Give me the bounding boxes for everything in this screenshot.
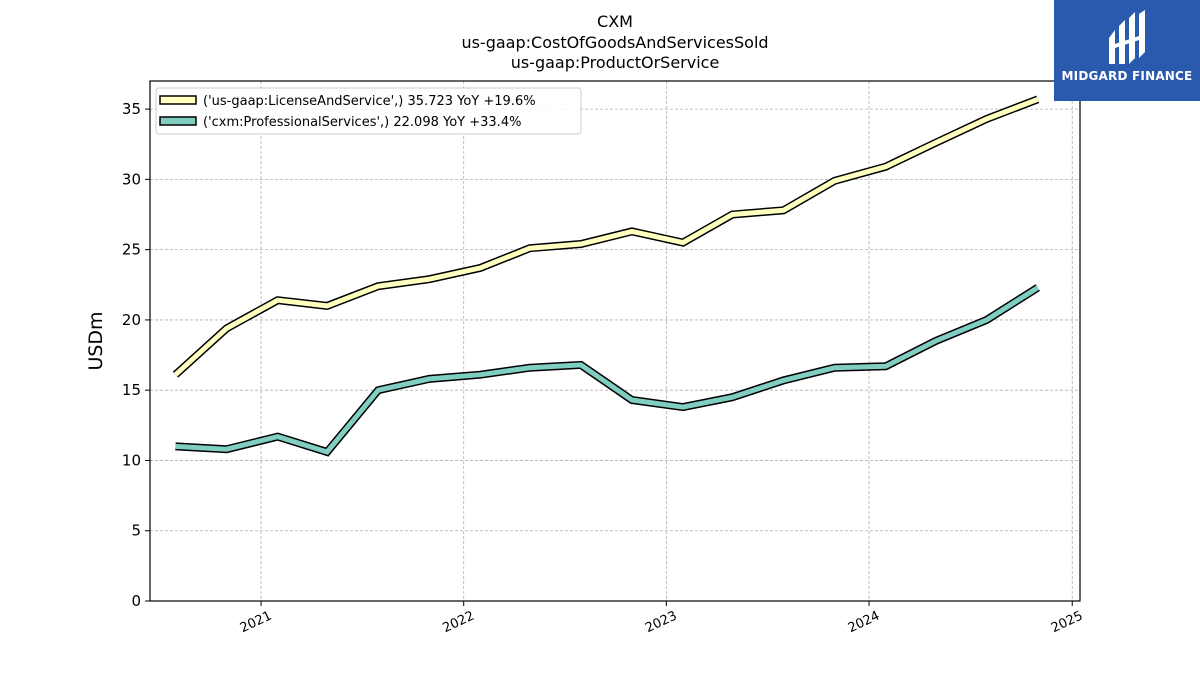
series-line-1 [173,96,1039,377]
plot-frame [149,80,1081,602]
y-tick-label: 0 [131,592,141,610]
legend-swatch-1 [159,95,197,105]
y-tick-label: 15 [122,381,141,399]
x-tick-label: 2025 [1049,608,1085,636]
x-tick-label: 2023 [643,608,679,636]
chart-title-line-1: CXM [597,12,633,31]
legend: ('us-gaap:LicenseAndService',) 35.723 Yo… [155,87,582,135]
y-axis: 0 5 10 15 20 25 30 35 [122,100,150,610]
y-tick-label: 10 [122,451,141,469]
series-line-outline-2 [175,284,1040,457]
x-axis: 2021 2022 2023 2024 2025 [238,601,1085,636]
y-tick-label: 20 [122,311,141,329]
y-tick-label: 25 [122,241,141,259]
y-tick-label: 35 [122,100,141,118]
series-line-2 [175,285,1040,455]
legend-label-2: ('cxm:ProfessionalServices',) 22.098 YoY… [203,115,521,130]
legend-swatch-2 [159,116,197,126]
logo-text: MIDGARD FINANCE [1061,69,1193,83]
legend-label-1: ('us-gaap:LicenseAndService',) 35.723 Yo… [203,94,536,109]
chart-title-line-3: us-gaap:ProductOrService [511,53,720,72]
midgard-finance-logo: MIDGARD FINANCE [1054,0,1200,101]
series-layer [172,95,1040,457]
chart-title: CXM us-gaap:CostOfGoodsAndServicesSold u… [461,12,768,72]
x-tick-label: 2022 [440,608,476,636]
legend-box [155,87,582,135]
y-axis-label: USDm [85,311,107,370]
x-tick-label: 2021 [238,608,274,636]
y-tick-label: 5 [131,522,141,540]
x-tick-label: 2024 [846,608,882,636]
logo-mark-icon [1109,10,1145,64]
y-tick-label: 30 [122,170,141,188]
chart-title-line-2: us-gaap:CostOfGoodsAndServicesSold [461,33,768,52]
